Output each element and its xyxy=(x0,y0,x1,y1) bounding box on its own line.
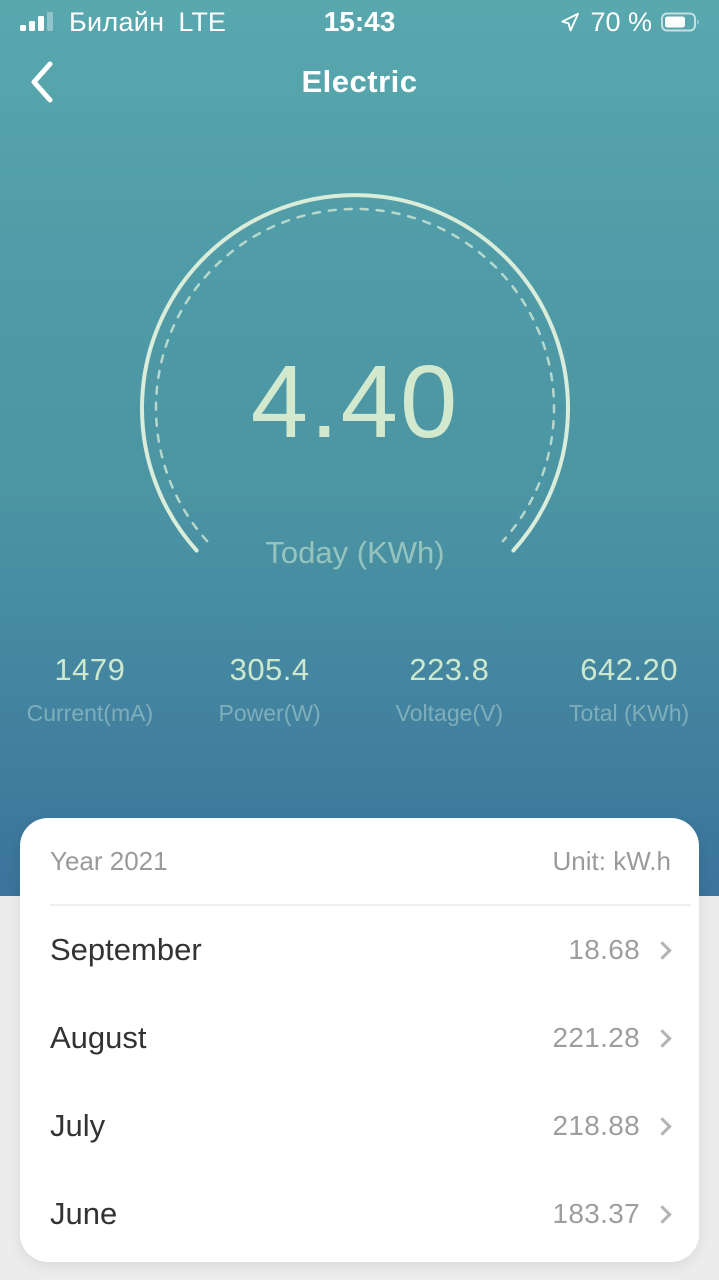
location-arrow-icon xyxy=(561,12,580,31)
month-right: 18.68 xyxy=(568,934,673,966)
chevron-left-icon xyxy=(31,61,53,103)
month-value: 221.28 xyxy=(552,1022,640,1053)
stat-label: Voltage(V) xyxy=(395,700,504,726)
stat-value: 223.8 xyxy=(409,652,490,687)
month-name: September xyxy=(50,932,202,967)
month-right: 221.28 xyxy=(553,1022,673,1054)
gradient-background xyxy=(0,0,719,896)
stat-current: 1479 Current(mA) xyxy=(0,652,180,742)
stat-voltage: 223.8 Voltage(V) xyxy=(360,652,540,742)
stat-value: 642.20 xyxy=(580,652,679,687)
month-row-august[interactable]: August 221.28 xyxy=(20,994,699,1082)
stat-label: Power(W) xyxy=(218,700,321,726)
month-name: June xyxy=(50,1196,118,1231)
month-name: August xyxy=(50,1020,147,1055)
chevron-right-icon xyxy=(653,940,672,960)
gauge-readout: 4.40 Today (KWh) xyxy=(142,195,568,621)
month-value: 18.68 xyxy=(568,934,640,965)
carrier-label: Билайн xyxy=(69,6,165,37)
clock-label: 15:43 xyxy=(323,6,396,37)
gauge-dashed-arc xyxy=(154,207,556,543)
stat-label: Total (KWh) xyxy=(569,700,690,726)
month-value: 183.37 xyxy=(552,1198,640,1229)
stat-power: 305.4 Power(W) xyxy=(180,652,360,742)
nav-header: Electric xyxy=(0,52,719,112)
month-row-july[interactable]: July 218.88 xyxy=(20,1082,699,1170)
signal-strength-icon xyxy=(20,12,53,31)
status-bar-left: Билайн LTE xyxy=(20,0,226,44)
status-bar: Билайн LTE 15:43 70 % xyxy=(0,0,719,44)
month-row-september[interactable]: September 18.68 xyxy=(20,906,699,994)
month-value: 218.88 xyxy=(552,1110,640,1141)
unit-label: Unit: kW.h xyxy=(552,845,671,876)
monthly-history-card: Year 2021 Unit: kW.h September 18.68 Aug… xyxy=(20,818,699,1262)
header-divider xyxy=(50,904,691,906)
gauge-outer-arc xyxy=(140,193,570,553)
battery-icon xyxy=(661,12,699,32)
stat-value: 305.4 xyxy=(229,652,310,687)
month-right: 183.37 xyxy=(553,1198,673,1230)
history-card-header: Year 2021 Unit: kW.h xyxy=(20,818,699,904)
stat-value: 1479 xyxy=(54,652,126,687)
network-type-label: LTE xyxy=(178,6,226,37)
month-name: July xyxy=(50,1108,106,1143)
today-energy-label: Today (KWh) xyxy=(265,535,445,570)
year-label: Year 2021 xyxy=(50,845,168,876)
page-title: Electric xyxy=(301,64,418,99)
stat-total: 642.20 Total (KWh) xyxy=(539,652,719,742)
month-list: September 18.68 August 221.28 July 218.8… xyxy=(20,906,699,1258)
gauge-ring xyxy=(140,193,570,553)
stat-label: Current(mA) xyxy=(26,700,154,726)
month-right: 218.88 xyxy=(553,1110,673,1142)
status-bar-right: 70 % xyxy=(560,0,703,44)
chevron-right-icon xyxy=(653,1116,672,1136)
today-energy-value: 4.40 xyxy=(250,344,460,459)
month-row-june[interactable]: June 183.37 xyxy=(20,1170,699,1258)
chevron-right-icon xyxy=(653,1204,672,1224)
chevron-right-icon xyxy=(653,1028,672,1048)
battery-percent-label: 70 % xyxy=(590,6,652,37)
back-button[interactable] xyxy=(18,56,66,108)
live-stats-row: 1479 Current(mA) 305.4 Power(W) 223.8 Vo… xyxy=(0,652,719,742)
